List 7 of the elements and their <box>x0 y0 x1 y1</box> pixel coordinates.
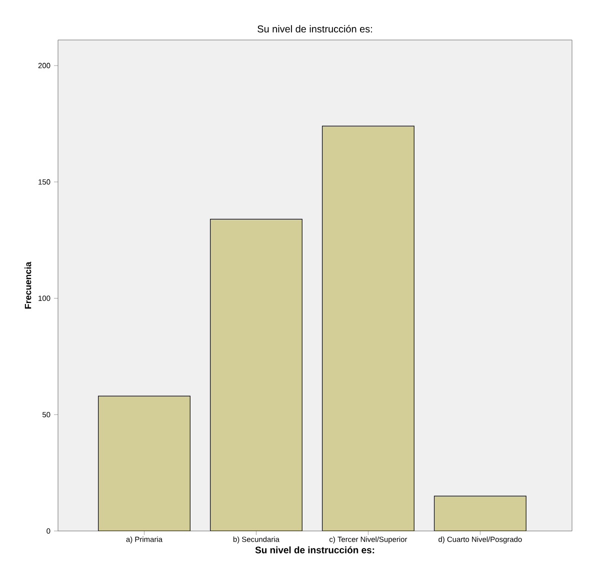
bar <box>210 218 302 531</box>
bar <box>434 496 526 531</box>
x-axis-title: Su nivel de instrucción es: <box>255 546 374 554</box>
y-axis-title: Frecuencia <box>24 262 32 309</box>
bar <box>322 126 414 531</box>
chart-title: Su nivel de instrucción es: <box>258 25 372 32</box>
bar <box>98 396 190 531</box>
